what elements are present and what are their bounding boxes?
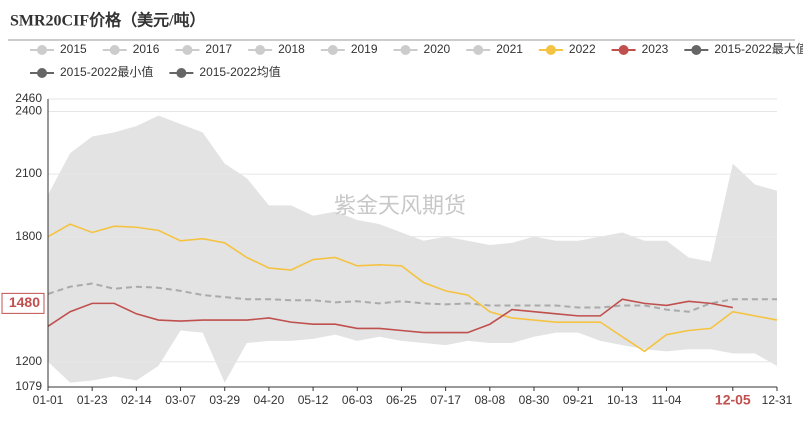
- legend-label: 2015-2022最大值: [714, 41, 803, 56]
- legend-marker: [545, 45, 556, 55]
- x-tick-label: 03-29: [209, 393, 240, 407]
- axis-pointer-label: 1480: [9, 294, 40, 310]
- chart-title: SMR20CIF价格（美元/吨）: [10, 11, 206, 30]
- y-tick-label: 1200: [15, 354, 42, 368]
- x-tick-label: 08-30: [519, 393, 550, 407]
- watermark: 紫金天风期货: [334, 193, 466, 218]
- x-tick-label: 06-03: [342, 393, 373, 407]
- legend-marker: [109, 45, 120, 55]
- legend-item[interactable]: 2018: [248, 42, 305, 56]
- y-tick-label: 2400: [15, 104, 42, 118]
- y-tick-label: 2460: [15, 91, 42, 105]
- x-tick-label: 10-13: [607, 393, 638, 407]
- legend-marker: [327, 45, 338, 55]
- legend-item[interactable]: 2015-2022最大值: [684, 41, 803, 56]
- legend-marker: [473, 45, 484, 55]
- legend-marker: [255, 45, 266, 55]
- legend-label: 2015-2022均值: [199, 64, 280, 79]
- legend-label: 2017: [205, 42, 232, 56]
- legend-marker: [618, 45, 629, 55]
- series-line: [47, 282, 777, 313]
- legend-item[interactable]: 2022: [538, 42, 596, 56]
- legend-item[interactable]: 2015: [30, 42, 87, 56]
- legend-marker: [400, 45, 411, 55]
- legend-label: 2019: [351, 42, 378, 56]
- legend-label: 2018: [278, 42, 305, 56]
- x-tick-label: 02-14: [121, 393, 152, 407]
- y-tick-label: 2100: [15, 166, 42, 180]
- legend-label: 2021: [496, 42, 523, 56]
- x-tick-label: 03-07: [165, 393, 196, 407]
- legend-item[interactable]: 2019: [320, 42, 378, 56]
- y-tick-label: 1079: [15, 379, 42, 393]
- x-tick-label: 12-31: [762, 393, 793, 407]
- legend-label: 2020: [424, 42, 451, 56]
- legend-item[interactable]: 2021: [466, 42, 523, 56]
- x-tick-label: 04-20: [254, 393, 285, 407]
- legend-label: 2023: [642, 42, 669, 56]
- axis-pointer-box: [1, 292, 45, 314]
- x-tick-label: 01-23: [77, 393, 108, 407]
- series-line: [47, 223, 778, 353]
- legend-marker: [37, 68, 47, 78]
- legend-item[interactable]: 2015-2022均值: [169, 64, 281, 79]
- legend-label: 2016: [133, 42, 160, 56]
- x-tick-label: 11-04: [652, 393, 682, 407]
- legend-item[interactable]: 2017: [175, 42, 232, 56]
- legend-marker: [691, 45, 702, 55]
- legend-marker: [37, 45, 47, 55]
- legend-item[interactable]: 2015-2022最小值: [30, 64, 153, 79]
- y-tick-label: 1800: [15, 229, 42, 243]
- legend-marker: [176, 68, 187, 78]
- x-tick-label: 01-01: [33, 393, 64, 407]
- legend-label: 2022: [569, 42, 596, 56]
- x-tick-label: 07-17: [430, 393, 461, 407]
- x-tick-label: 06-25: [386, 393, 417, 407]
- x-tick-label: 08-08: [474, 393, 505, 407]
- series-line: [47, 298, 733, 334]
- range-band: [48, 115, 777, 383]
- legend-item[interactable]: 2016: [102, 42, 160, 56]
- legend-item[interactable]: 2023: [611, 42, 669, 56]
- x-tick-label: 12-05: [715, 392, 751, 408]
- legend-item[interactable]: 2020: [393, 42, 451, 56]
- legend-label: 2015-2022最小值: [60, 64, 153, 79]
- legend-label: 2015: [60, 42, 87, 56]
- x-tick-label: 05-12: [298, 393, 329, 407]
- x-tick-label: 09-21: [563, 393, 594, 407]
- legend-marker: [182, 45, 193, 55]
